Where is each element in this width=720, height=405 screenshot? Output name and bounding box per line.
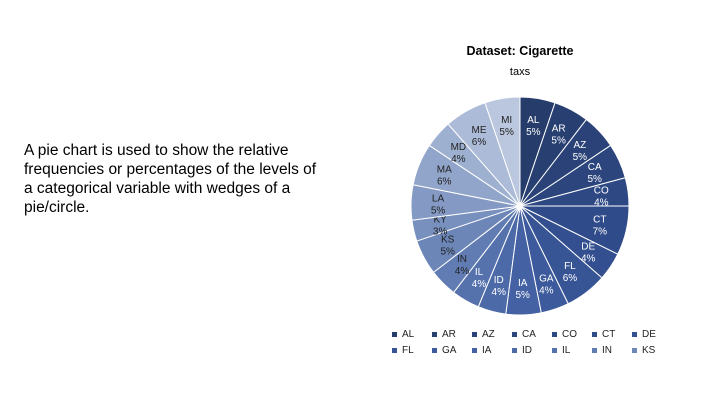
legend-item-ar: AR	[432, 329, 472, 340]
legend-swatch	[512, 348, 517, 353]
slice-pct-il: 4%	[472, 279, 487, 290]
legend-swatch	[592, 348, 597, 353]
slice-pct-co: 4%	[594, 197, 609, 208]
slice-label-ma: MA	[437, 165, 452, 176]
legend-item-in: IN	[592, 345, 632, 356]
legend-label: FL	[402, 345, 414, 356]
body-text: A pie chart is used to show the relative…	[24, 142, 317, 216]
legend-swatch	[552, 348, 557, 353]
slice-label-in: IN	[457, 254, 467, 265]
legend-item-ca: CA	[512, 329, 552, 340]
legend-label: CT	[602, 329, 616, 340]
slice-label-ia: IA	[518, 278, 528, 289]
slice-label-me: ME	[472, 125, 487, 136]
slice-label-la: LA	[432, 193, 445, 204]
chart-legend: AL AR AZ CA CO CT DE FL GA IA ID IL IN KS	[392, 329, 682, 356]
legend-swatch	[472, 348, 477, 353]
slice-pct-ca: 5%	[587, 174, 602, 185]
slice-label-al: AL	[527, 115, 540, 126]
legend-swatch	[632, 348, 637, 353]
legend-label: IL	[562, 345, 571, 356]
slice-label-ky: KY	[433, 215, 447, 226]
legend-item-co: CO	[552, 329, 592, 340]
legend-swatch	[552, 332, 557, 337]
slice-pct-ks: 5%	[440, 247, 455, 258]
slice-pct-az: 5%	[573, 152, 588, 163]
legend-label: GA	[442, 345, 457, 356]
legend-swatch	[472, 332, 477, 337]
slice-label-il: IL	[475, 267, 484, 278]
legend-label: CO	[562, 329, 577, 340]
slice-pct-ar: 5%	[551, 136, 566, 147]
pie-slice-mi	[484, 96, 521, 207]
legend-label: IA	[482, 345, 492, 356]
legend-label: AL	[402, 329, 415, 340]
legend-swatch	[592, 332, 597, 337]
legend-swatch	[392, 348, 397, 353]
slice-pct-ga: 4%	[539, 286, 554, 297]
legend-item-al: AL	[392, 329, 432, 340]
slice-label-fl: FL	[564, 261, 576, 272]
chart-title: Dataset: Cigarette	[466, 44, 574, 58]
slice-label-ar: AR	[552, 124, 566, 135]
slice-label-co: CO	[594, 185, 609, 196]
legend-label: KS	[642, 345, 656, 356]
legend-item-id: ID	[512, 345, 552, 356]
slice-pct-al: 5%	[526, 127, 541, 138]
slice-label-ct: CT	[593, 215, 606, 226]
legend-item-ct: CT	[592, 329, 632, 340]
slice-label-id: ID	[494, 275, 504, 286]
slice-pct-ky: 3%	[433, 227, 448, 238]
legend-item-az: AZ	[472, 329, 512, 340]
legend-label: DE	[642, 329, 656, 340]
slice-pct-la: 5%	[431, 205, 446, 216]
legend-swatch	[392, 332, 397, 337]
slice-pct-fl: 6%	[563, 273, 578, 284]
legend-label: IN	[602, 345, 612, 356]
slice-label-ca: CA	[588, 162, 602, 173]
slice-label-ga: GA	[539, 274, 554, 285]
legend-swatch	[512, 332, 517, 337]
legend-label: AZ	[482, 329, 495, 340]
legend-label: CA	[522, 329, 536, 340]
legend-item-ks: KS	[632, 345, 672, 356]
legend-swatch	[432, 332, 437, 337]
legend-item-il: IL	[552, 345, 592, 356]
legend-swatch	[632, 332, 637, 337]
legend-swatch	[432, 348, 437, 353]
legend-item-fl: FL	[392, 345, 432, 356]
slice-pct-mi: 5%	[499, 127, 514, 138]
slice-pct-me: 6%	[472, 137, 487, 148]
slice-label-ks: KS	[441, 235, 455, 246]
slice-pct-ct: 7%	[593, 227, 608, 238]
slice-label-md: MD	[451, 142, 467, 153]
legend-item-de: DE	[632, 329, 672, 340]
slice-pct-id: 4%	[492, 287, 507, 298]
chart-subtitle: taxs	[509, 66, 531, 78]
legend-item-ga: GA	[432, 345, 472, 356]
slice-pct-de: 4%	[581, 254, 596, 265]
slice-label-mi: MI	[501, 115, 512, 126]
slice-pct-ma: 6%	[437, 177, 452, 188]
slice-label-de: DE	[581, 242, 595, 253]
slice-label-az: AZ	[573, 140, 586, 151]
legend-item-ia: IA	[472, 345, 512, 356]
slice-pct-in: 4%	[455, 266, 470, 277]
slice-pct-ia: 5%	[515, 290, 530, 301]
legend-label: ID	[522, 345, 532, 356]
slice-pct-md: 4%	[451, 154, 466, 165]
legend-label: AR	[442, 329, 456, 340]
